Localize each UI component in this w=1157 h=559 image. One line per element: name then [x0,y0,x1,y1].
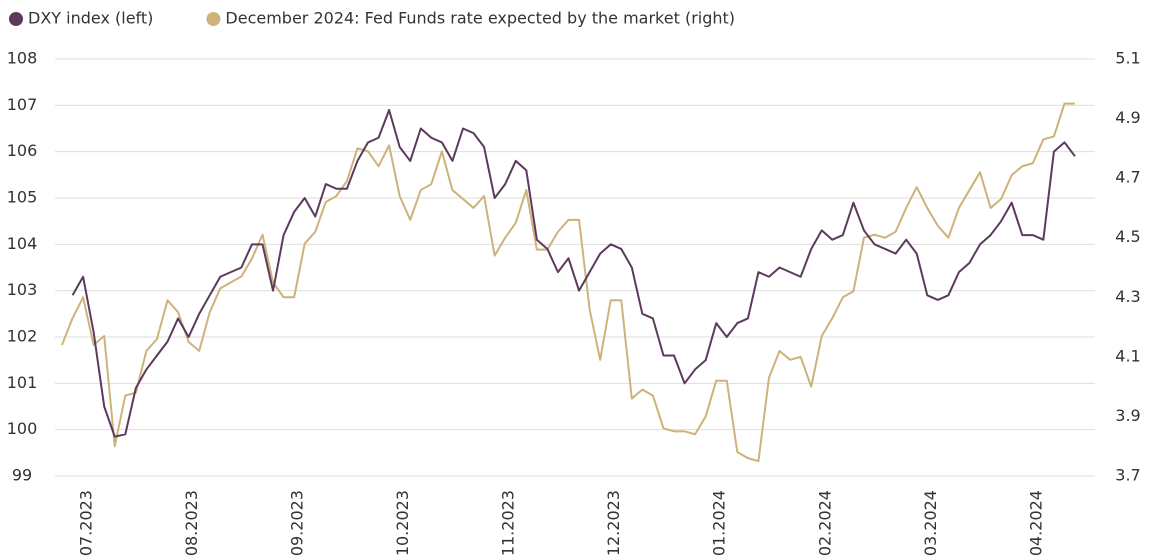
data-line [61,102,1075,463]
x-tick-label: 10.2023 [393,490,412,556]
x-tick-label: 02.2024 [815,490,834,556]
x-tick-label: 09.2023 [288,490,307,556]
y2-tick-label: 3.7 [1115,466,1140,485]
y-tick-label: 105 [7,188,38,207]
y2-tick-label: 4.3 [1115,287,1140,306]
y2-tick-label: 4.7 [1115,168,1140,187]
y-tick-label: 107 [7,95,38,114]
y2-tick-label: 5.1 [1115,49,1140,68]
y2-tick-label: 4.1 [1115,346,1140,365]
y-tick-label: 101 [7,373,38,392]
legend-label: DXY index (left) [28,9,153,28]
y2-tick-label: 4.9 [1115,108,1140,127]
legend-marker [206,12,221,26]
legend-marker [9,12,23,26]
x-tick-label: 04.2024 [1026,490,1045,556]
x-tick-label: 03.2024 [921,490,940,556]
x-tick-label: 01.2024 [710,490,729,556]
y2-tick-label: 4.5 [1115,227,1140,246]
y-tick-label: 99 [12,466,32,485]
x-tick-label: 07.2023 [77,490,96,556]
y-tick-label: 103 [7,280,38,299]
y-tick-label: 102 [7,327,38,346]
x-tick-label: 08.2023 [182,490,201,556]
data-line [71,108,1076,438]
y-tick-label: 106 [7,141,38,160]
y-tick-label: 100 [7,419,38,438]
y-tick-label: 104 [7,234,38,253]
x-tick-label: 12.2023 [604,490,623,556]
legend-label: December 2024: Fed Funds rate expected b… [225,9,735,28]
y-tick-label: 108 [7,49,38,68]
y2-tick-label: 3.9 [1115,406,1140,425]
x-tick-label: 11.2023 [499,490,518,556]
